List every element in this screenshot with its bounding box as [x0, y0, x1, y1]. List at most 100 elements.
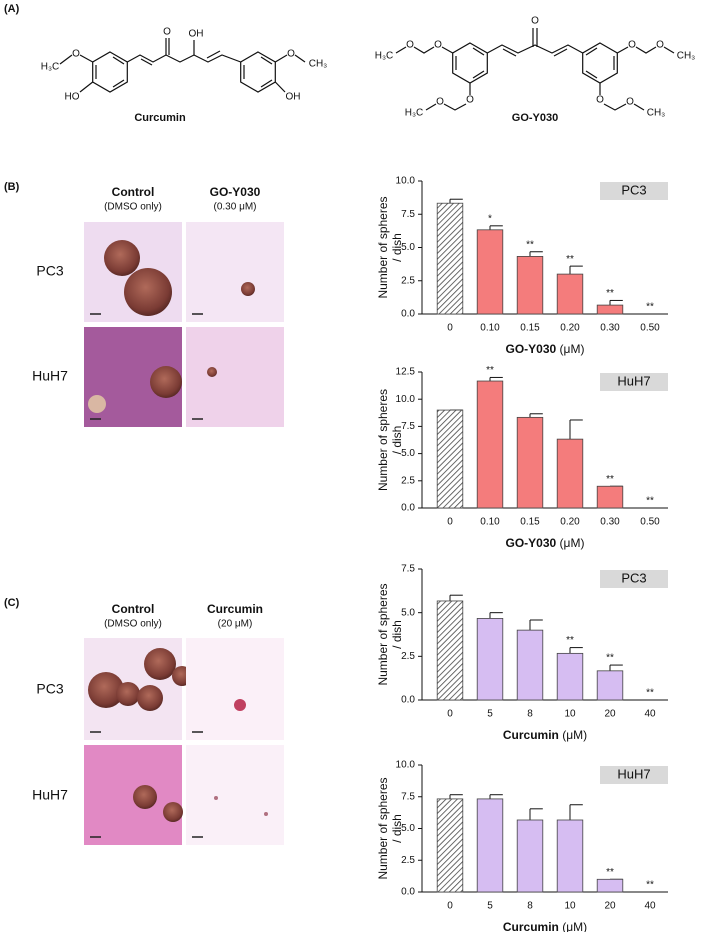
x-axis-label: Curcumin (μM): [503, 920, 587, 932]
x-axis-label-unit: (μM): [559, 920, 587, 932]
bar: [556, 273, 584, 315]
bar: [476, 798, 504, 893]
significance-label: **: [646, 496, 654, 507]
x-tick-label: 0.50: [640, 323, 660, 334]
y-tick-label: 7.5: [401, 564, 415, 575]
title-box: [600, 570, 668, 588]
atom: OH: [286, 92, 301, 103]
atom: CH₃: [647, 108, 666, 119]
y-axis-label: / dish: [390, 426, 404, 455]
x-axis-label-unit: (μM): [559, 728, 587, 742]
structure-name: GO-Y030: [512, 112, 558, 124]
y-tick-label: 10.0: [396, 760, 416, 771]
bar: [476, 380, 504, 509]
significance-label: **: [606, 653, 614, 664]
atom: O: [287, 49, 295, 60]
row-label: HuH7: [32, 787, 68, 803]
y-axis-label: Number of spheres: [376, 196, 390, 298]
x-tick-label: 0.30: [600, 517, 620, 528]
atom: O: [406, 40, 414, 51]
x-tick-label: 5: [487, 709, 493, 720]
x-tick-label: 0: [447, 709, 453, 720]
x-axis-label: Curcumin (μM): [503, 728, 587, 742]
x-tick-label: 8: [527, 709, 533, 720]
y-tick-label: 2.5: [401, 855, 415, 866]
y-axis-label: Number of spheres: [376, 389, 390, 491]
bar: [596, 304, 624, 315]
atom: O: [628, 40, 636, 51]
column-title: Control: [112, 185, 155, 199]
x-axis-label-name: Curcumin: [503, 920, 559, 932]
bar: [516, 416, 544, 509]
y-tick-label: 5.0: [401, 607, 415, 618]
x-tick-label: 0.15: [520, 323, 540, 334]
y-tick-label: 5.0: [401, 448, 415, 459]
column-subtitle: (0.30 μM): [214, 202, 257, 213]
column-subtitle: (DMSO only): [104, 619, 162, 630]
x-tick-label: 20: [604, 901, 616, 912]
atom: H₃C: [375, 51, 394, 62]
x-axis-label-name: GO-Y030: [506, 536, 557, 550]
title-box: [600, 373, 668, 391]
bar: [596, 670, 624, 701]
micrographs-c: Control (DMSO only) Curcumin (20 μM) PC3…: [32, 602, 284, 845]
panel-label: (B): [4, 181, 20, 193]
atom: O: [531, 16, 539, 27]
go-y030-structure: O O O H₃C O O H₃C O O CH₃ O O CH₃ GO-Y03…: [375, 16, 696, 124]
bar: [436, 202, 464, 315]
chart-title: HuH7: [617, 766, 650, 781]
panel-label: (A): [4, 3, 20, 15]
chart-title: PC3: [621, 182, 646, 197]
atom: CH₃: [309, 59, 328, 70]
bar: [436, 798, 464, 893]
y-tick-label: 5.0: [401, 823, 415, 834]
y-tick-label: 2.5: [401, 475, 415, 486]
micrographs-b: Control (DMSO only) GO-Y030 (0.30 μM) PC…: [32, 185, 284, 427]
significance-label: *: [488, 213, 492, 224]
x-tick-label: 0.15: [520, 517, 540, 528]
y-tick-label: 0.0: [401, 887, 415, 898]
atom: O: [436, 97, 444, 108]
atom: O: [72, 49, 80, 60]
bar: [516, 256, 544, 315]
atom: O: [434, 40, 442, 51]
y-tick-label: 0.0: [401, 503, 415, 514]
y-axis-label: Number of spheres: [376, 583, 390, 685]
y-tick-label: 5.0: [401, 242, 415, 253]
x-tick-label: 5: [487, 901, 493, 912]
significance-label: **: [566, 635, 574, 646]
x-tick-label: 0: [447, 323, 453, 334]
atom: H₃C: [41, 62, 60, 73]
x-tick-label: 10: [564, 709, 576, 720]
atom: O: [596, 95, 604, 106]
x-axis-label-name: Curcumin: [503, 728, 559, 742]
y-tick-label: 10.0: [396, 394, 416, 405]
x-tick-label: 10: [564, 901, 576, 912]
significance-label: **: [526, 239, 534, 250]
bar: [476, 229, 504, 315]
column-title: Curcumin: [207, 602, 263, 616]
x-tick-label: 8: [527, 901, 533, 912]
significance-label: **: [566, 254, 574, 265]
title-box: [600, 182, 668, 200]
atom: O: [466, 95, 474, 106]
x-axis-label-name: GO-Y030: [506, 342, 557, 356]
significance-label: **: [486, 365, 494, 376]
x-tick-label: 0.10: [480, 517, 500, 528]
atom: O: [163, 27, 171, 38]
y-axis-label: / dish: [390, 233, 404, 262]
y-tick-label: 7.5: [401, 791, 415, 802]
bar: [556, 438, 584, 509]
x-tick-label: 0.30: [600, 323, 620, 334]
x-tick-label: 40: [644, 901, 656, 912]
y-tick-label: 12.5: [396, 367, 416, 378]
atom: OH: [189, 29, 204, 40]
y-tick-label: 7.5: [401, 209, 415, 220]
x-tick-label: 40: [644, 709, 656, 720]
title-box: [600, 766, 668, 784]
x-tick-label: 20: [604, 709, 616, 720]
bar: [596, 485, 624, 509]
atom: CH₃: [677, 51, 696, 62]
bar: [516, 629, 544, 701]
